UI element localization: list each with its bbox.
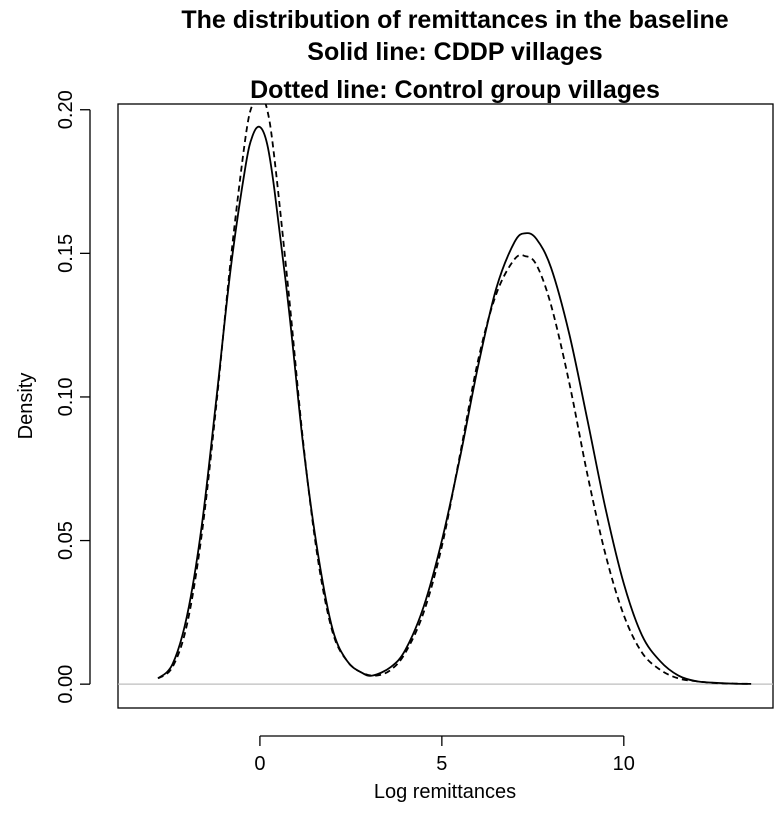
- series-line-solid: [157, 125, 752, 685]
- y-axis: 0.00 0.05 0.10 0.15 0.20: [55, 90, 91, 704]
- y-tick-label: 0.05: [55, 521, 77, 560]
- x-tick-label: 10: [613, 753, 635, 775]
- chart-title-line-2: Solid line: CDDP villages: [307, 38, 602, 66]
- series-line-dashed: [157, 104, 752, 685]
- x-axis: 0 5 10: [254, 735, 635, 775]
- x-axis-label: Log remittances: [374, 781, 516, 803]
- density-series: [157, 104, 752, 685]
- y-tick-label: 0.20: [55, 90, 77, 129]
- y-tick-label: 0.00: [55, 665, 77, 704]
- chart-title-line-1: The distribution of remittances in the b…: [181, 6, 728, 34]
- y-tick-label: 0.10: [55, 377, 77, 416]
- plot-frame: [117, 103, 774, 709]
- y-axis-label: Density: [15, 373, 37, 440]
- x-tick-label: 0: [254, 753, 265, 775]
- chart-title-line-3: Dotted line: Control group villages: [250, 76, 660, 104]
- x-tick-label: 5: [436, 753, 447, 775]
- y-tick-label: 0.15: [55, 234, 77, 273]
